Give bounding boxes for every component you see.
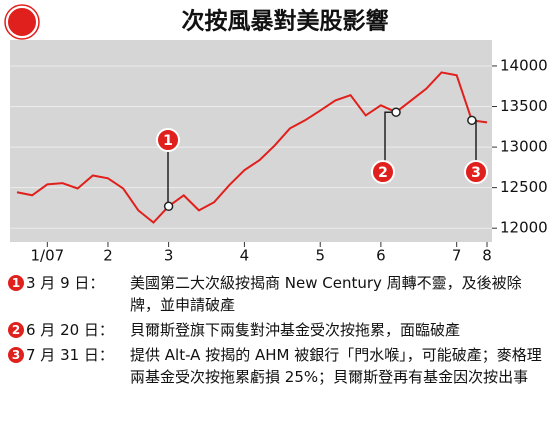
callout-number: 1 xyxy=(163,133,173,149)
line-series xyxy=(16,71,488,224)
note-text: 提供 Alt-A 按揭的 AHM 被銀行「門水喉」，可能破產；麥格理兩基金受次按… xyxy=(130,346,542,386)
event-marker xyxy=(467,115,477,126)
x-tick-label: 8 xyxy=(482,247,492,265)
y-tick-label: 12000 xyxy=(500,219,548,237)
callout-badge xyxy=(156,128,180,152)
event-marker xyxy=(391,107,401,117)
chart: 次按風暴對美股影響 12000 12500 13000 13500 14000 1/07 2… xyxy=(4,4,548,265)
x-tick-label: 7 xyxy=(452,247,462,265)
callout-badge xyxy=(371,160,395,184)
title-icon-ring xyxy=(4,4,40,40)
note-text: 貝爾斯登旗下兩隻對沖基金受次按拖累，面臨破產 xyxy=(130,321,461,339)
note-date: 7 月 31 日： xyxy=(26,346,114,364)
x-tick-label: 3 xyxy=(164,247,174,265)
note-number: 1 xyxy=(8,275,24,291)
callout-number: 2 xyxy=(378,165,388,181)
y-tick-label: 13000 xyxy=(500,138,548,156)
note-number: 3 xyxy=(8,347,24,363)
note-date: 3 月 9 日： xyxy=(26,274,105,292)
plot-area xyxy=(10,40,492,242)
note-text: 美國第二大次級按揭商 New Century 周轉不靈，及後被除牌，並申請破產 xyxy=(130,274,522,314)
y-tick-label: 14000 xyxy=(500,56,548,74)
x-tick-label: 5 xyxy=(315,247,325,265)
x-tick-label: 2 xyxy=(103,247,113,265)
callout-number: 3 xyxy=(471,165,481,181)
note-number: 2 xyxy=(8,322,24,338)
callout-badge xyxy=(464,160,488,184)
x-tick-label: 6 xyxy=(376,247,386,265)
x-tick-label: 1/07 xyxy=(30,247,64,265)
x-tick-label: 4 xyxy=(240,247,250,265)
title-icon xyxy=(6,6,38,38)
y-tick-label: 12500 xyxy=(500,178,548,196)
y-tick-label: 13500 xyxy=(500,97,548,115)
note-date: 6 月 20 日： xyxy=(26,321,114,339)
chart-title: 次按風暴對美股影響 xyxy=(182,8,389,35)
event-marker xyxy=(163,201,174,212)
